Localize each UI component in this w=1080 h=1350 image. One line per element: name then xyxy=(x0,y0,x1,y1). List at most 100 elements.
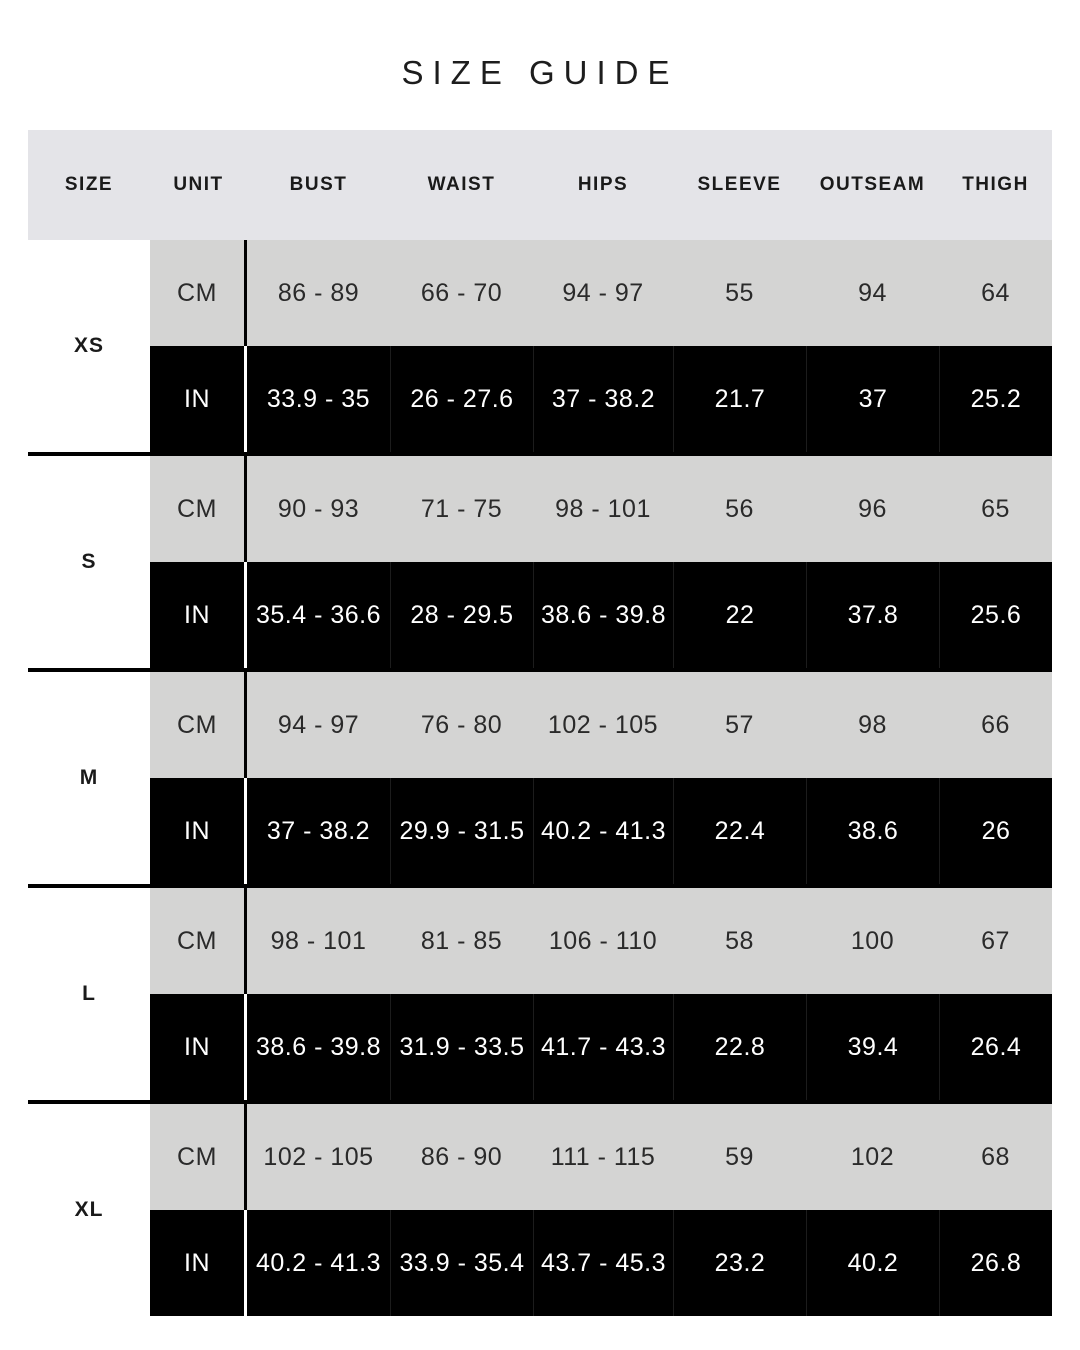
column-header-hips: HIPS xyxy=(577,174,629,195)
measurement-cell: 22.4 xyxy=(673,778,806,884)
cm-row: CM 90 - 93 71 - 75 98 - 101 56 96 65 xyxy=(150,456,1052,562)
measurement-cell: 100 xyxy=(850,926,895,955)
unit-label: IN xyxy=(150,1210,247,1316)
measurement-cell: 37 - 38.2 xyxy=(533,346,673,452)
measurement-cell: 96 xyxy=(858,494,887,523)
size-label: XS xyxy=(28,240,150,452)
measurement-cell: 22.8 xyxy=(673,994,806,1100)
measurement-cell: 67 xyxy=(981,926,1010,955)
unit-label: IN xyxy=(150,778,247,884)
measurement-cell: 22 xyxy=(673,562,806,668)
measurement-cell: 37 - 38.2 xyxy=(266,816,371,845)
size-group-rows: CM 102 - 105 86 - 90 111 - 115 59 102 68… xyxy=(150,1104,1052,1316)
size-label: L xyxy=(28,888,150,1100)
measurement-cell: 35.4 - 36.6 xyxy=(255,600,382,629)
measurement-cell: 98 xyxy=(858,710,887,739)
measurement-cell: 26 xyxy=(939,778,1052,884)
in-row: IN 35.4 - 36.6 28 - 29.5 38.6 - 39.8 22 … xyxy=(150,562,1052,668)
size-group-s: S CM 90 - 93 71 - 75 98 - 101 56 96 65 I… xyxy=(28,452,1052,668)
measurement-cell: 64 xyxy=(981,278,1010,307)
size-group-rows: CM 86 - 89 66 - 70 94 - 97 55 94 64 IN 3… xyxy=(150,240,1052,452)
measurement-cell: 66 - 70 xyxy=(420,278,503,307)
measurement-cell: 43.7 - 45.3 xyxy=(533,1210,673,1316)
measurement-cell: 38.6 - 39.8 xyxy=(533,562,673,668)
measurement-cell: 21.7 xyxy=(673,346,806,452)
size-guide-page: SIZE GUIDE SIZE UNIT BUST WAIST HIPS SLE… xyxy=(28,54,1052,1316)
measurement-cell: 26.8 xyxy=(939,1210,1052,1316)
measurement-cell: 38.6 - 39.8 xyxy=(255,1032,382,1061)
size-group-rows: CM 94 - 97 76 - 80 102 - 105 57 98 66 IN… xyxy=(150,672,1052,884)
size-label: XL xyxy=(28,1104,150,1316)
measurement-cell: 94 xyxy=(858,278,887,307)
measurement-cell: 56 xyxy=(725,494,754,523)
cm-row: CM 86 - 89 66 - 70 94 - 97 55 94 64 xyxy=(150,240,1052,346)
measurement-cell: 37.8 xyxy=(806,562,939,668)
column-header-bust: BUST xyxy=(289,174,348,195)
size-group-rows: CM 98 - 101 81 - 85 106 - 110 58 100 67 … xyxy=(150,888,1052,1100)
measurement-cell: 94 - 97 xyxy=(562,278,644,307)
measurement-cell: 33.9 - 35.4 xyxy=(390,1210,533,1316)
measurement-cell: 28 - 29.5 xyxy=(390,562,533,668)
column-header-unit: UNIT xyxy=(173,174,224,195)
measurement-cell: 102 xyxy=(850,1142,895,1171)
table-header-row: SIZE UNIT BUST WAIST HIPS SLEEVE OUTSEAM… xyxy=(28,130,1052,240)
measurement-cell: 86 - 89 xyxy=(277,278,360,307)
measurement-cell: 68 xyxy=(981,1142,1010,1171)
size-label: M xyxy=(28,672,150,884)
measurement-cell: 102 - 105 xyxy=(547,710,659,739)
in-row: IN 33.9 - 35 26 - 27.6 37 - 38.2 21.7 37… xyxy=(150,346,1052,452)
unit-label: CM xyxy=(150,240,247,346)
measurement-cell: 39.4 xyxy=(806,994,939,1100)
unit-label: CM xyxy=(150,456,247,562)
unit-label: IN xyxy=(150,346,247,452)
measurement-cell: 86 - 90 xyxy=(420,1142,503,1171)
measurement-cell: 37 xyxy=(806,346,939,452)
column-header-outseam: OUTSEAM xyxy=(819,174,926,195)
in-row: IN 37 - 38.2 29.9 - 31.5 40.2 - 41.3 22.… xyxy=(150,778,1052,884)
in-row: IN 40.2 - 41.3 33.9 - 35.4 43.7 - 45.3 2… xyxy=(150,1210,1052,1316)
measurement-cell: 31.9 - 33.5 xyxy=(390,994,533,1100)
measurement-cell: 25.2 xyxy=(939,346,1052,452)
measurement-cell: 98 - 101 xyxy=(555,494,651,523)
size-group-l: L CM 98 - 101 81 - 85 106 - 110 58 100 6… xyxy=(28,884,1052,1100)
measurement-cell: 38.6 xyxy=(806,778,939,884)
size-group-m: M CM 94 - 97 76 - 80 102 - 105 57 98 66 … xyxy=(28,668,1052,884)
measurement-cell: 106 - 110 xyxy=(548,926,658,955)
measurement-cell: 41.7 - 43.3 xyxy=(533,994,673,1100)
measurement-cell: 71 - 75 xyxy=(420,494,503,523)
cm-row: CM 98 - 101 81 - 85 106 - 110 58 100 67 xyxy=(150,888,1052,994)
measurement-cell: 26 - 27.6 xyxy=(390,346,533,452)
column-header-size: SIZE xyxy=(64,174,114,195)
unit-label: CM xyxy=(150,672,247,778)
unit-label: IN xyxy=(150,994,247,1100)
measurement-cell: 40.2 - 41.3 xyxy=(255,1248,382,1277)
page-title: SIZE GUIDE xyxy=(401,54,679,91)
measurement-cell: 90 - 93 xyxy=(277,494,360,523)
column-header-waist: WAIST xyxy=(427,174,496,195)
measurement-cell: 94 - 97 xyxy=(277,710,360,739)
measurement-cell: 66 xyxy=(981,710,1010,739)
in-row: IN 38.6 - 39.8 31.9 - 33.5 41.7 - 43.3 2… xyxy=(150,994,1052,1100)
measurement-cell: 98 - 101 xyxy=(270,926,367,955)
size-guide-table: SIZE UNIT BUST WAIST HIPS SLEEVE OUTSEAM… xyxy=(28,130,1052,1316)
column-header-thigh: THIGH xyxy=(962,174,1029,195)
column-header-sleeve: SLEEVE xyxy=(697,174,782,195)
measurement-cell: 33.9 - 35 xyxy=(266,384,371,413)
unit-label: CM xyxy=(150,888,247,994)
measurement-cell: 55 xyxy=(725,278,754,307)
measurement-cell: 40.2 xyxy=(806,1210,939,1316)
measurement-cell: 59 xyxy=(725,1142,754,1171)
size-group-rows: CM 90 - 93 71 - 75 98 - 101 56 96 65 IN … xyxy=(150,456,1052,668)
size-group-xl: XL CM 102 - 105 86 - 90 111 - 115 59 102… xyxy=(28,1100,1052,1316)
cm-row: CM 102 - 105 86 - 90 111 - 115 59 102 68 xyxy=(150,1104,1052,1210)
cm-row: CM 94 - 97 76 - 80 102 - 105 57 98 66 xyxy=(150,672,1052,778)
size-label: S xyxy=(28,456,150,668)
unit-label: CM xyxy=(150,1104,247,1210)
measurement-cell: 76 - 80 xyxy=(420,710,503,739)
measurement-cell: 23.2 xyxy=(673,1210,806,1316)
unit-label: IN xyxy=(150,562,247,668)
measurement-cell: 40.2 - 41.3 xyxy=(533,778,673,884)
measurement-cell: 25.6 xyxy=(939,562,1052,668)
measurement-cell: 65 xyxy=(981,494,1010,523)
measurement-cell: 102 - 105 xyxy=(263,1142,374,1171)
